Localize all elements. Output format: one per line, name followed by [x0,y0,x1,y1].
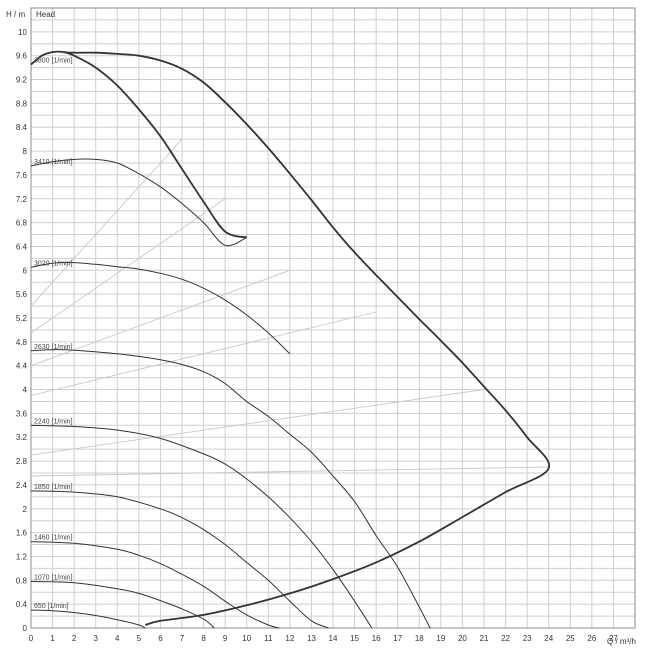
x-tick-label: 7 [180,634,185,643]
speed-curve-label: 2240 [1/min] [34,418,73,425]
y-tick-label: 0 [23,624,28,633]
speed-curve-line [30,424,373,629]
y-tick-label: 0.8 [16,576,28,585]
x-tick-label: 14 [329,634,338,643]
y-tick-label: 3.2 [16,433,28,442]
speed-curve-label: 1070 [1/min] [34,575,73,582]
axis-titles: H / m Head Q / m³/h [6,10,636,646]
x-tick-label: 2 [72,634,77,643]
legend-head-label: Head [36,10,55,19]
y-tick-label: 9.2 [16,76,28,85]
x-tick-label: 0 [29,634,34,643]
speed-curve-line [30,581,215,629]
y-tick-label: 2.8 [16,457,28,466]
x-tick-label: 15 [350,634,359,643]
x-tick-label: 11 [264,634,273,643]
x-tick-label: 20 [458,634,467,643]
speed-curves [30,50,431,629]
y-tick-label: 4.4 [16,362,28,371]
speed-curve-line [30,158,247,247]
x-tick-label: 27 [609,634,618,643]
x-tick-label: 8 [201,634,206,643]
y-tick-label: 3.6 [16,409,28,418]
y-tick-label: 6.8 [16,219,28,228]
system-curve [30,198,226,334]
speed-curve-line [30,50,247,239]
speed-curve-label: 650 [1/min] [34,603,69,610]
x-tick-label: 21 [480,634,489,643]
y-tick-label: 6 [23,266,28,275]
x-tick-label: 1 [50,634,55,643]
system-curve [30,311,377,396]
speed-curve-line [30,490,329,629]
x-tick-label: 19 [436,634,445,643]
x-tick-label: 22 [501,634,510,643]
tick-labels: 0 1 2 3 4 5 6 7 8 9 10 11 12 13 14 15 16 17 18 19 20 21 22 23 24… [16,28,619,643]
y-tick-label: 5.2 [16,314,28,323]
speed-curve-line [30,609,146,629]
speed-curve-label: 3410 [1/min] [34,159,73,166]
x-tick-label: 13 [307,634,316,643]
y-tick-label: 2 [23,505,28,514]
y-tick-label: 9.6 [16,52,28,61]
y-tick-label: 8.8 [16,99,28,108]
x-tick-label: 25 [566,634,575,643]
envelope-line [63,51,550,626]
x-tick-label: 23 [523,634,532,643]
y-tick-label: 8 [23,147,28,156]
system-curve [30,138,183,307]
x-tick-label: 4 [115,634,120,643]
speed-curve-label: 3020 [1/min] [34,260,73,267]
x-tick-label: 3 [93,634,98,643]
max-envelope [63,51,550,626]
y-tick-label: 8.4 [16,123,28,132]
x-tick-label: 6 [158,634,163,643]
curve-labels: 3800 [1/min] 3410 [1/min] 3020 [1/min] 2630… [34,58,73,610]
y-tick-label: 1.6 [16,529,28,538]
x-tick-label: 10 [242,634,251,643]
x-tick-label: 26 [587,634,596,643]
speed-curve-label: 1460 [1/min] [34,535,73,542]
x-tick-label: 18 [415,634,424,643]
y-tick-label: 1.2 [16,552,28,561]
y-axis-title: H / m [6,10,25,19]
y-tick-label: 0.4 [16,600,28,609]
system-curve [30,389,485,456]
speed-curve-line [30,541,280,629]
speed-curve-label: 1850 [1/min] [34,484,73,491]
y-tick-label: 10 [18,28,27,37]
y-tick-label: 5.6 [16,290,28,299]
x-tick-label: 16 [372,634,381,643]
grid [30,7,636,629]
y-tick-label: 7.2 [16,195,28,204]
speed-curve-line [30,349,431,629]
x-axis-title: Q / m³/h [607,637,636,646]
y-tick-label: 2.4 [16,481,28,490]
x-tick-label: 24 [544,634,553,643]
x-tick-label: 17 [393,634,402,643]
speed-curve-line [30,261,291,355]
x-tick-label: 9 [223,634,228,643]
y-tick-label: 6.4 [16,242,28,251]
speed-curve-label: 2630 [1/min] [34,344,73,351]
x-tick-label: 5 [137,634,142,643]
system-curve [30,466,549,477]
speed-curve-label: 3800 [1/min] [34,58,73,65]
plot-frame [30,7,636,629]
x-tick-label: 12 [285,634,294,643]
y-tick-label: 4.8 [16,338,28,347]
y-tick-label: 4 [23,386,28,395]
y-tick-label: 7.6 [16,171,28,180]
